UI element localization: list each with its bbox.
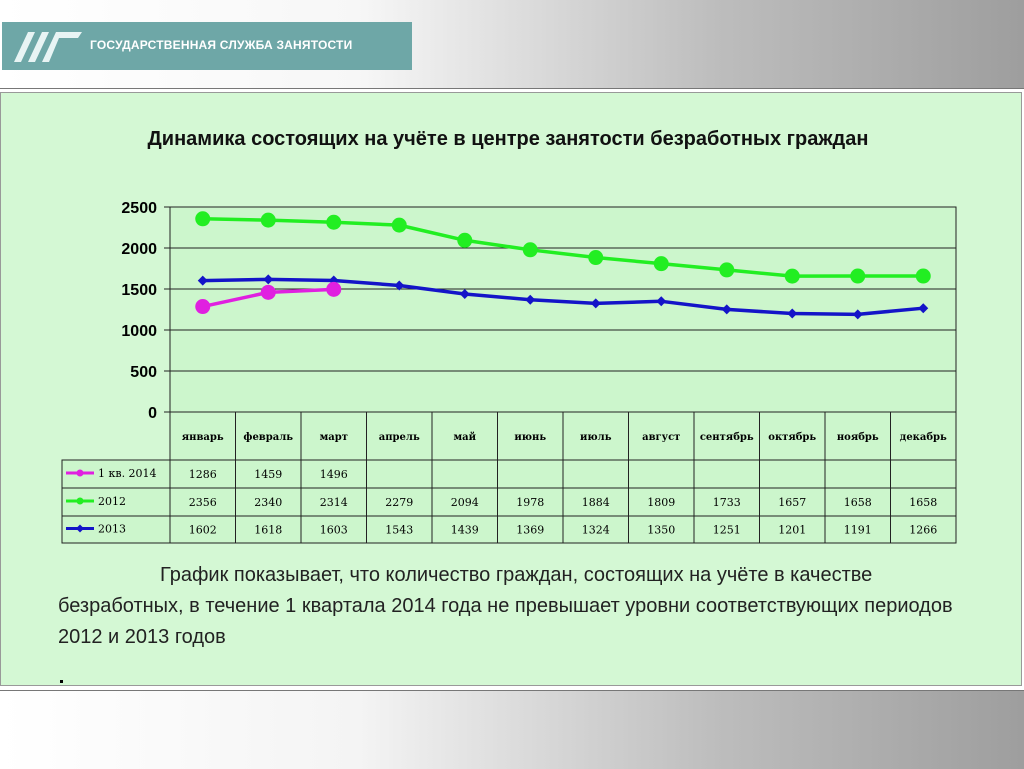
data-point [721,304,732,315]
data-point [326,281,342,297]
data-point [915,268,931,284]
header-band: ГОСУДАРСТВЕННАЯ СЛУЖБА ЗАНЯТОСТИ [0,0,1024,89]
data-point [394,280,405,291]
data-point [656,296,667,307]
data-point [522,242,538,258]
table-cell: 1884 [582,496,610,509]
data-point [260,212,276,228]
table-cell: 1191 [844,524,872,537]
table-cell: 1658 [909,496,937,509]
x-tick-label: октябрь [768,432,816,443]
data-point [784,268,800,284]
chart-title: Динамика состоящих на учёте в центре зан… [147,128,869,150]
table-cell: 1251 [713,524,741,537]
x-tick-label: апрель [379,432,420,443]
table-cell: 2279 [385,496,413,509]
legend-label: 1 кв. 2014 [98,467,157,480]
data-point [653,256,669,272]
legend-marker [76,497,84,505]
logo: ГОСУДАРСТВЕННАЯ СЛУЖБА ЗАНЯТОСТИ [2,22,412,70]
data-point [263,274,274,285]
y-tick-label: 1500 [121,282,157,299]
y-tick-label: 1000 [121,323,157,340]
data-point [457,232,473,248]
data-point [850,268,866,284]
x-tick-label: январь [182,432,224,443]
table-cell: 1324 [582,524,610,537]
data-point [852,309,863,320]
legend-marker [76,469,84,477]
y-tick-label: 500 [130,364,157,381]
legend-label: 2013 [98,523,126,536]
x-tick-label: август [642,432,680,443]
y-tick-label: 2000 [121,241,157,258]
table-cell: 2340 [254,496,282,509]
x-tick-label: июнь [514,432,546,443]
y-tick-label: 0 [148,405,157,422]
plot-area [169,206,957,413]
x-tick-label: ноябрь [837,432,879,443]
table-cell: 1602 [189,524,217,537]
table-cell: 1618 [254,524,282,537]
data-point [918,303,929,314]
footer-band [0,690,1024,769]
table-cell: 1543 [385,524,413,537]
data-point [588,250,604,266]
data-point [195,211,211,227]
data-point [195,299,211,315]
legend-label: 2012 [98,495,126,508]
data-point [719,262,735,278]
x-tick-label: март [320,432,348,443]
x-tick-label: февраль [243,432,293,443]
table-cell: 1809 [647,496,675,509]
table-cell: 1496 [320,468,348,481]
data-point [197,275,208,286]
logo-text: ГОСУДАРСТВЕННАЯ СЛУЖБА ЗАНЯТОСТИ [90,38,353,52]
data-point [525,294,536,305]
x-tick-label: декабрь [900,432,947,443]
data-point [459,289,470,300]
bullet-dot [60,680,63,683]
table-cell: 1657 [778,496,806,509]
table-cell: 1603 [320,524,348,537]
y-tick-label: 2500 [121,200,157,217]
table-cell: 1978 [516,496,544,509]
table-cell: 2094 [451,496,479,509]
x-tick-label: июль [580,432,612,443]
series-line [202,217,924,278]
data-point [326,214,342,230]
table-cell: 1266 [909,524,937,537]
caption-text: График показывает, что количество гражда… [58,564,953,648]
table-cell: 1459 [254,468,282,481]
table-cell: 1201 [778,524,806,537]
table-cell: 1369 [516,524,544,537]
logo-mark-icon [14,32,82,62]
table-cell: 1439 [451,524,479,537]
table-cell: 1733 [713,496,741,509]
series-line [202,277,924,317]
data-point [787,308,798,319]
data-point [260,284,276,300]
data-point [391,217,407,233]
table-cell: 1350 [647,524,675,537]
table-cell: 1286 [189,468,217,481]
table-cell: 1658 [844,496,872,509]
x-tick-label: сентябрь [700,432,754,443]
table-cell: 2314 [320,496,348,509]
data-point [590,298,601,309]
x-tick-label: май [453,432,476,443]
table-cell: 2356 [189,496,217,509]
legend-marker [76,524,84,533]
